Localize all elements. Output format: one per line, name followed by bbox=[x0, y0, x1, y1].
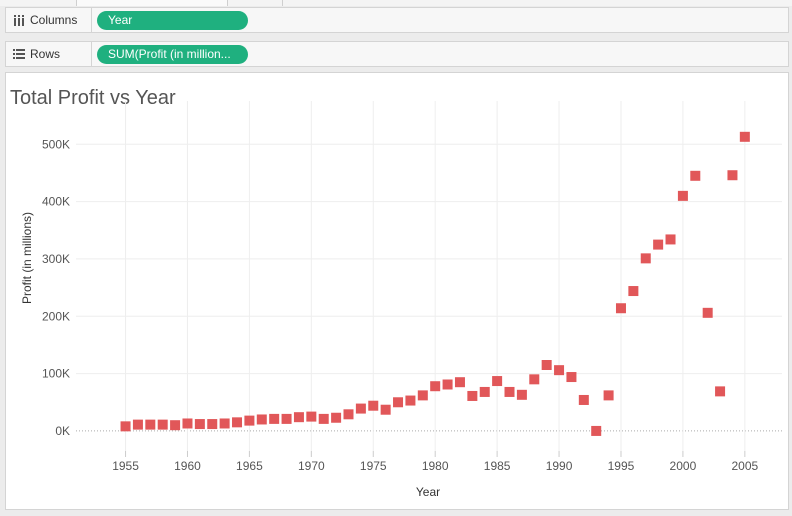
y-tick-label: 500K bbox=[42, 137, 70, 151]
data-point[interactable] bbox=[430, 381, 441, 392]
data-point[interactable] bbox=[640, 253, 651, 264]
tab-strip-tab[interactable] bbox=[226, 0, 283, 6]
data-point[interactable] bbox=[343, 409, 354, 420]
data-point[interactable] bbox=[727, 170, 738, 181]
data-point[interactable] bbox=[591, 425, 602, 436]
data-point[interactable] bbox=[145, 419, 156, 430]
y-tick-label: 300K bbox=[42, 252, 70, 266]
data-point[interactable] bbox=[628, 286, 639, 297]
data-points bbox=[120, 131, 750, 436]
data-point[interactable] bbox=[219, 418, 230, 429]
data-point[interactable] bbox=[467, 390, 478, 401]
x-tick-label: 1995 bbox=[608, 459, 635, 473]
rows-shelf[interactable]: Rows SUM(Profit (in million... bbox=[5, 41, 789, 67]
data-point[interactable] bbox=[355, 403, 366, 414]
rows-icon bbox=[13, 49, 25, 59]
data-point[interactable] bbox=[554, 365, 565, 376]
data-point[interactable] bbox=[615, 303, 626, 314]
grid-lines bbox=[76, 101, 782, 451]
data-point[interactable] bbox=[479, 386, 490, 397]
x-tick-label: 1990 bbox=[546, 459, 573, 473]
data-point[interactable] bbox=[318, 413, 329, 424]
chart-title: Total Profit vs Year bbox=[10, 87, 176, 109]
columns-shelf-label: Columns bbox=[6, 8, 92, 32]
data-point[interactable] bbox=[256, 414, 267, 425]
y-tick-label: 0K bbox=[55, 424, 70, 438]
data-point[interactable] bbox=[182, 418, 193, 429]
y-tick-label: 400K bbox=[42, 195, 70, 209]
tab-strip-tab[interactable] bbox=[76, 0, 228, 6]
data-point[interactable] bbox=[516, 389, 527, 400]
data-point[interactable] bbox=[393, 397, 404, 408]
x-tick-label: 1975 bbox=[360, 459, 387, 473]
data-point[interactable] bbox=[541, 360, 552, 370]
data-point[interactable] bbox=[157, 419, 168, 430]
y-axis: 0K 100K 200K 300K 400K 500K bbox=[42, 137, 70, 438]
data-point[interactable] bbox=[380, 404, 391, 415]
data-point[interactable] bbox=[293, 412, 304, 423]
data-point[interactable] bbox=[566, 372, 577, 383]
data-point[interactable] bbox=[739, 131, 750, 142]
y-tick-label: 100K bbox=[42, 367, 70, 381]
x-tick-label: 1980 bbox=[422, 459, 449, 473]
data-point[interactable] bbox=[677, 190, 688, 201]
data-point[interactable] bbox=[417, 390, 428, 401]
data-point[interactable] bbox=[504, 386, 515, 397]
x-tick-label: 1960 bbox=[174, 459, 201, 473]
data-point[interactable] bbox=[306, 411, 317, 422]
x-tick-label: 1955 bbox=[112, 459, 139, 473]
y-tick-label: 200K bbox=[42, 309, 70, 323]
x-tick-label: 2005 bbox=[731, 459, 758, 473]
data-point[interactable] bbox=[603, 390, 614, 401]
data-point[interactable] bbox=[368, 400, 379, 411]
chart-panel: Total Profit vs Year 0K 100K 200K 300K 400K 5… bbox=[5, 72, 789, 510]
data-point[interactable] bbox=[244, 415, 255, 426]
data-point[interactable] bbox=[405, 395, 416, 406]
data-point[interactable] bbox=[702, 307, 713, 318]
y-axis-title: Profit (in millions) bbox=[20, 212, 34, 304]
data-point[interactable] bbox=[442, 379, 453, 390]
x-axis-title: Year bbox=[416, 485, 440, 499]
data-point[interactable] bbox=[454, 377, 465, 388]
rows-shelf-label: Rows bbox=[6, 42, 92, 66]
data-point[interactable] bbox=[665, 234, 676, 245]
data-point[interactable] bbox=[578, 394, 589, 405]
rows-label-text: Rows bbox=[30, 47, 61, 61]
x-axis: 1955 1960 1965 1970 1975 1980 1985 1990 1995 2000… bbox=[112, 451, 759, 473]
tab-strip bbox=[0, 0, 792, 6]
data-point[interactable] bbox=[492, 376, 503, 387]
data-point[interactable] bbox=[281, 413, 292, 424]
data-point[interactable] bbox=[170, 420, 181, 431]
data-point[interactable] bbox=[120, 421, 131, 432]
year-pill[interactable]: Year bbox=[97, 11, 248, 30]
data-point[interactable] bbox=[715, 386, 726, 397]
x-tick-label: 1985 bbox=[484, 459, 511, 473]
data-point[interactable] bbox=[690, 170, 701, 181]
columns-label-text: Columns bbox=[30, 13, 78, 27]
x-tick-label: 1965 bbox=[236, 459, 263, 473]
data-point[interactable] bbox=[269, 413, 280, 424]
columns-shelf[interactable]: Columns Year bbox=[5, 7, 789, 33]
data-point[interactable] bbox=[331, 412, 342, 423]
x-tick-label: 2000 bbox=[670, 459, 697, 473]
x-tick-label: 1970 bbox=[298, 459, 325, 473]
profit-pill[interactable]: SUM(Profit (in million... bbox=[97, 45, 248, 64]
data-point[interactable] bbox=[132, 419, 143, 430]
data-point[interactable] bbox=[232, 417, 243, 428]
data-point[interactable] bbox=[529, 374, 540, 385]
data-point[interactable] bbox=[653, 239, 664, 250]
columns-icon bbox=[14, 15, 24, 26]
data-point[interactable] bbox=[207, 419, 218, 430]
data-point[interactable] bbox=[194, 419, 205, 430]
